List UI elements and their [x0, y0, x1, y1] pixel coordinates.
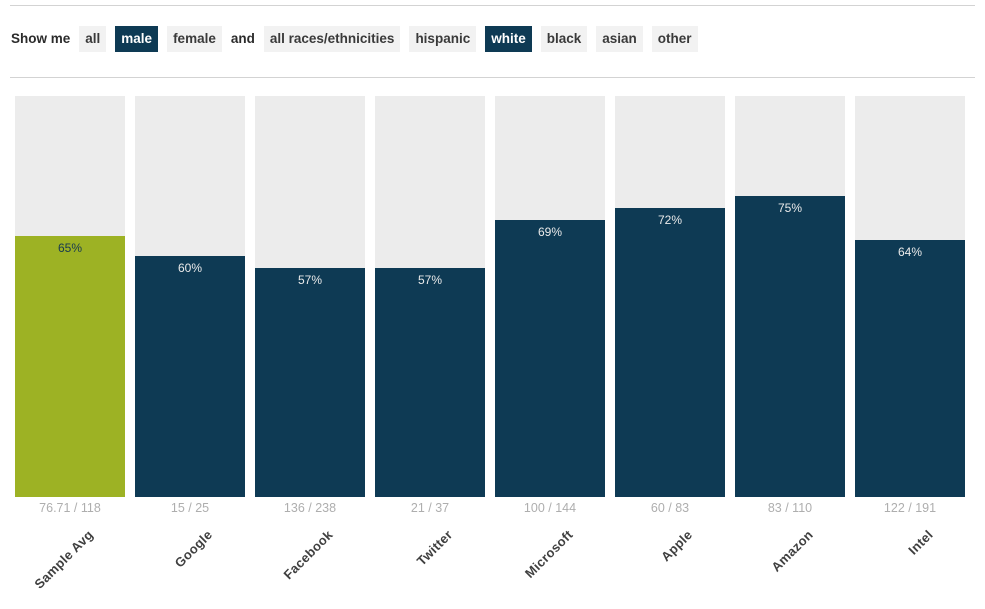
bar-google: 60%: [135, 256, 245, 497]
bar-category-label: Apple: [658, 527, 696, 565]
bar-category-label: Microsoft: [521, 527, 576, 581]
bar-fraction-label: 21 / 37: [410, 501, 450, 515]
filter-button-female[interactable]: female: [167, 25, 222, 52]
bar-category-label: Twitter: [414, 527, 456, 569]
filter-chart-divider: [10, 77, 975, 78]
bar-category-label: Facebook: [280, 527, 336, 583]
show-me-label: Show me: [11, 31, 71, 46]
filter-button-black[interactable]: black: [540, 25, 588, 52]
bar-value-label: 57%: [297, 273, 323, 287]
bar-value-label: 60%: [177, 261, 203, 275]
bar-value-label: 75%: [777, 201, 803, 215]
bar-fraction-label: 136 / 238: [283, 501, 337, 515]
bar-fraction-label: 100 / 144: [523, 501, 577, 515]
bar-fraction-label: 60 / 83: [650, 501, 690, 515]
bar-fraction-label: 122 / 191: [883, 501, 937, 515]
filter-button-other[interactable]: other: [651, 25, 698, 52]
race-filter-group: all races/ethnicities hispanic white black a…: [263, 25, 698, 52]
bar-value-label: 72%: [657, 213, 683, 227]
bar-apple: 72%: [615, 208, 725, 497]
bar-fraction-label: 83 / 110: [767, 501, 813, 515]
filter-button-all[interactable]: all: [79, 25, 107, 52]
filter-button-male[interactable]: male: [115, 25, 159, 52]
bar-category-label: Sample Avg: [30, 527, 96, 592]
bar-value-label: 64%: [897, 245, 923, 259]
and-label: and: [230, 31, 255, 46]
bar-microsoft: 69%: [495, 220, 605, 497]
bar-value-label: 65%: [57, 241, 83, 255]
bar-value-label: 69%: [537, 225, 563, 239]
filter-button-asian[interactable]: asian: [596, 25, 643, 52]
bar-twitter: 57%: [375, 268, 485, 497]
bar-amazon: 75%: [735, 196, 845, 497]
bar-fraction-label: 76.71 / 118: [39, 501, 101, 515]
bar-sample-avg: 65%: [15, 236, 125, 497]
filter-bar: Show me all male female and all races/ethn…: [11, 25, 698, 52]
filter-button-hispanic[interactable]: hispanic: [409, 25, 477, 52]
gender-filter-group: all male female: [79, 25, 222, 52]
bar-facebook: 57%: [255, 268, 365, 497]
bar-fraction-label: 15 / 25: [170, 501, 210, 515]
filter-button-white[interactable]: white: [485, 25, 532, 52]
top-divider: [10, 5, 975, 6]
bar-category-label: Google: [172, 527, 216, 571]
bar-intel: 64%: [855, 240, 965, 497]
bar-category-label: Amazon: [767, 527, 816, 575]
bar-category-label: Intel: [905, 527, 936, 558]
filter-button-all-races-ethnicities[interactable]: all races/ethnicities: [263, 25, 401, 52]
bar-value-label: 57%: [417, 273, 443, 287]
